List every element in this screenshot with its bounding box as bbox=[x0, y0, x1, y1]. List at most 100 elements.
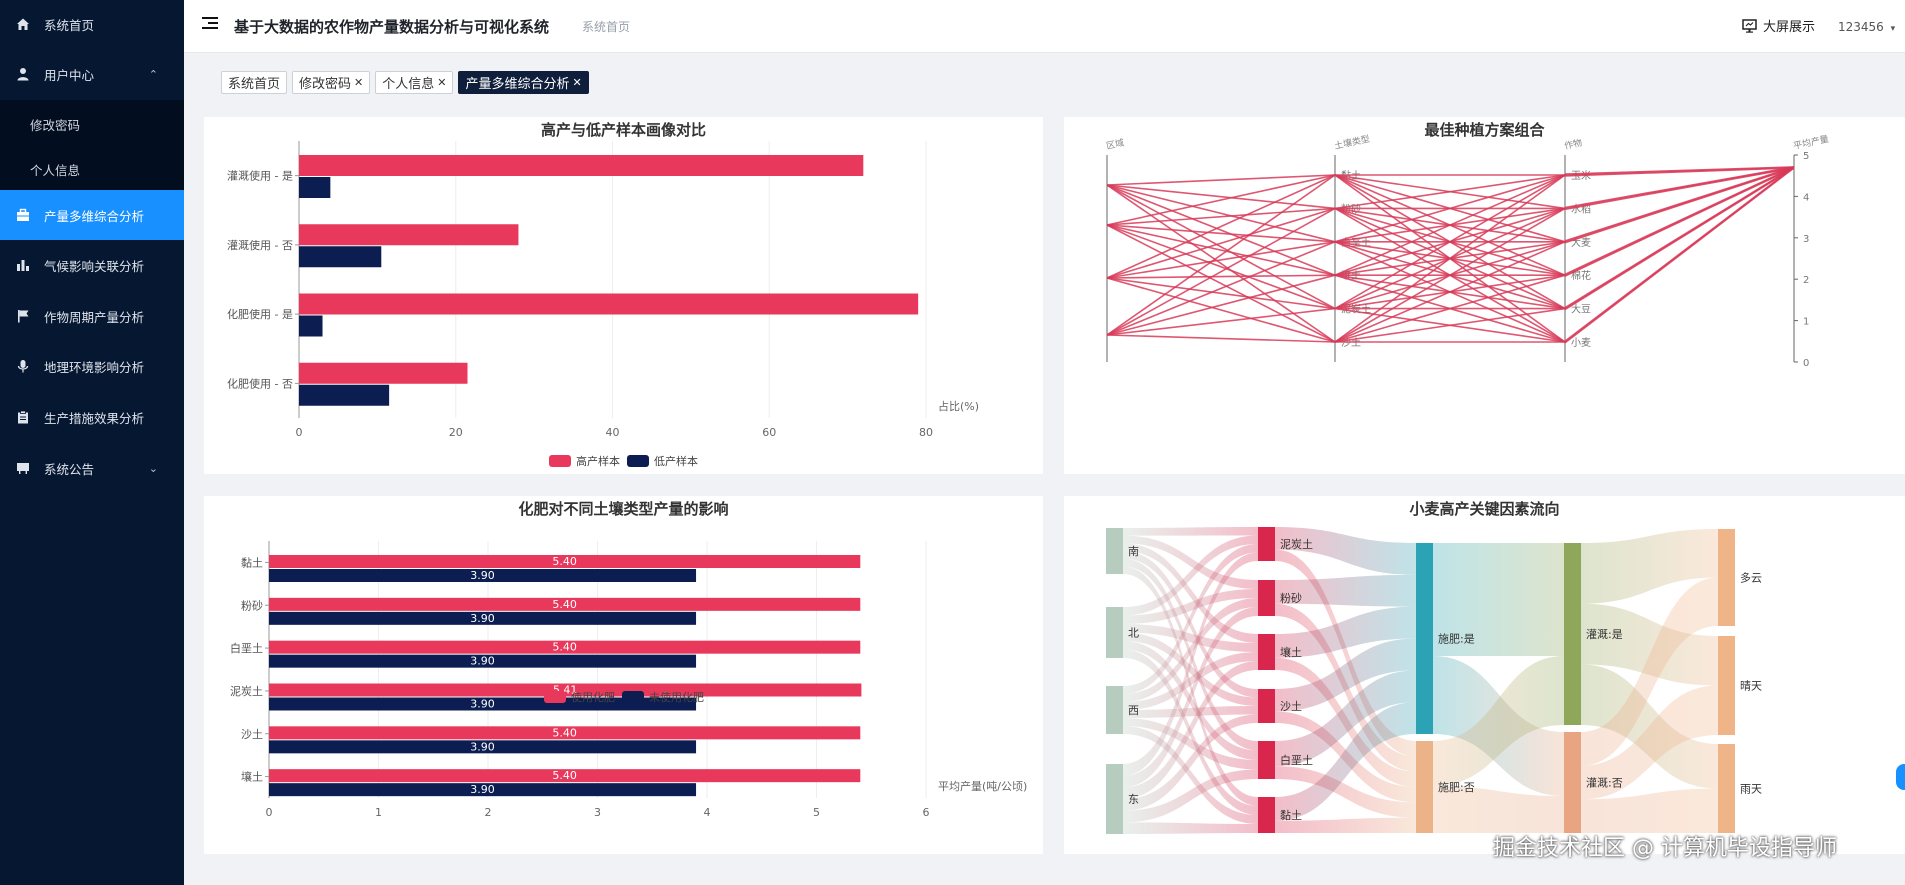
sankey-flow bbox=[1123, 589, 1258, 624]
bigscreen-button[interactable]: 大屏展示 bbox=[1742, 16, 1815, 35]
sidebar-item-home[interactable]: 系统首页 bbox=[0, 0, 184, 48]
legend-label: 未使用化肥 bbox=[649, 690, 704, 704]
sankey-flow bbox=[1123, 607, 1258, 788]
breadcrumb[interactable]: 系统首页 bbox=[582, 20, 631, 34]
legend-swatch bbox=[622, 691, 644, 703]
bar bbox=[299, 224, 519, 246]
series-line bbox=[1334, 174, 1566, 310]
y-tick-label: 壤土 bbox=[241, 770, 263, 784]
best-plan-chart: 区域 土壤类型 作物 平均产量黏土粉砂白垩土壤土泥炭土沙土玉米水稻大麦棉花大豆小麦01… bbox=[1105, 133, 1830, 369]
bar bbox=[269, 683, 862, 697]
axis-tick-label: 0 bbox=[1803, 358, 1809, 369]
chart-panel-fertilizer-effect: 化肥对不同土壤类型产量的影响 0 1 2 3 4 5 6 平均产量(吨/公顷) 黏土 5.40 3.… bbox=[204, 496, 1043, 854]
bar bbox=[299, 362, 468, 384]
tab-change-password[interactable]: 修改密码 ✕ bbox=[292, 71, 371, 94]
tab-profile[interactable]: 个人信息 ✕ bbox=[375, 71, 454, 94]
side-float-button[interactable] bbox=[1896, 764, 1905, 790]
axis-tick-label: 2 bbox=[1803, 275, 1809, 286]
series-line bbox=[1106, 174, 1336, 226]
sankey-node bbox=[1258, 580, 1275, 616]
data-label: 3.90 bbox=[470, 740, 495, 753]
fertilizer-effect-chart: 0 1 2 3 4 5 6 平均产量(吨/公顷) 黏土 5.40 3.90 粉砂 5.40 3.90 白垩土… bbox=[230, 541, 1027, 819]
user-menu[interactable]: 123456 ▾ bbox=[1838, 20, 1895, 34]
series-line bbox=[1106, 184, 1336, 243]
series-line bbox=[1334, 174, 1566, 276]
sidebar-item-geo-analysis[interactable]: 地理环境影响分析 bbox=[0, 342, 184, 390]
clipboard-icon bbox=[16, 410, 30, 424]
sankey-node-label: 灌溉:否 bbox=[1586, 777, 1623, 790]
sankey-flow bbox=[1123, 544, 1258, 694]
bar bbox=[299, 246, 382, 268]
sidebar-item-change-password[interactable]: 修改密码 bbox=[30, 118, 81, 133]
sankey-flow bbox=[1123, 598, 1258, 702]
sidebar-item-crop-cycle[interactable]: 作物周期产量分析 bbox=[0, 292, 184, 340]
sankey-flow bbox=[1581, 603, 1718, 686]
sidebar-item-climate-analysis[interactable]: 气候影响关联分析 bbox=[0, 241, 184, 289]
sankey-flow bbox=[1275, 606, 1416, 658]
x-tick-label: 80 bbox=[919, 426, 933, 439]
bar bbox=[269, 654, 697, 668]
sankey-node-label: 施肥:否 bbox=[1438, 781, 1475, 794]
series-line bbox=[1106, 174, 1336, 279]
bar bbox=[269, 769, 861, 783]
x-axis-label: 占比(%) bbox=[938, 399, 979, 413]
sidebar-item-label: 作物周期产量分析 bbox=[44, 309, 145, 325]
close-icon[interactable]: ✕ bbox=[572, 76, 582, 89]
sankey-node-label: 南 bbox=[1128, 545, 1139, 558]
sidebar-item-user-center[interactable]: 用户中心 ⌃ bbox=[0, 50, 184, 98]
x-tick-label: 40 bbox=[606, 426, 620, 439]
axis-name: 作物 bbox=[1563, 136, 1583, 151]
sidebar-item-announcements[interactable]: 系统公告 ⌄ bbox=[0, 444, 184, 492]
series-line bbox=[1334, 174, 1566, 343]
series-line bbox=[1106, 184, 1336, 343]
series-line bbox=[1334, 207, 1566, 343]
bar bbox=[299, 384, 390, 406]
monitor-icon bbox=[1742, 18, 1757, 33]
sankey-node-label: 灌溉:是 bbox=[1586, 628, 1623, 641]
axis-tick-label: 3 bbox=[1803, 234, 1809, 245]
y-tick-label: 沙土 bbox=[241, 728, 263, 741]
y-tick-label: 灌溉使用 - 否 bbox=[227, 239, 293, 252]
sidebar-item-profile[interactable]: 个人信息 bbox=[30, 163, 81, 178]
series-line bbox=[1106, 274, 1336, 336]
y-tick-label: 灌溉使用 - 是 bbox=[227, 170, 293, 183]
tab-label: 产量多维综合分析 bbox=[465, 77, 570, 92]
legend-label: 高产样本 bbox=[576, 454, 620, 468]
sidebar-item-label: 气候影响关联分析 bbox=[44, 258, 145, 274]
home-icon bbox=[16, 17, 30, 31]
sidebar-item-yield-analysis[interactable]: 产量多维综合分析 bbox=[0, 190, 184, 240]
sankey-flow bbox=[1581, 788, 1718, 833]
menu-toggle-icon[interactable] bbox=[202, 17, 218, 31]
tab-home[interactable]: 系统首页 bbox=[221, 71, 288, 94]
sankey-flow bbox=[1275, 549, 1416, 757]
axis-tick-label: 4 bbox=[1803, 192, 1809, 203]
sankey-node bbox=[1258, 741, 1275, 779]
sankey-flow bbox=[1123, 543, 1258, 643]
chevron-down-icon: ⌄ bbox=[148, 461, 158, 475]
sidebar-item-label: 用户中心 bbox=[44, 67, 95, 83]
close-icon[interactable]: ✕ bbox=[437, 76, 447, 89]
x-tick-label: 60 bbox=[762, 426, 776, 439]
series-line bbox=[1106, 184, 1336, 310]
axis-tick-label: 棉花 bbox=[1571, 269, 1591, 282]
sidebar-item-measures-analysis[interactable]: 生产措施效果分析 bbox=[0, 393, 184, 441]
bar bbox=[269, 555, 861, 568]
top-header: 基于大数据的农作物产量数据分析与可视化系统 系统首页 大屏展示 123456 ▾ bbox=[184, 0, 1905, 53]
series-line bbox=[1106, 207, 1336, 336]
tab-label: 修改密码 bbox=[299, 77, 352, 92]
series-line bbox=[1106, 224, 1336, 276]
bar bbox=[269, 611, 697, 625]
tab-yield-analysis[interactable]: 产量多维综合分析 ✕ bbox=[458, 71, 589, 94]
series-line bbox=[1106, 207, 1336, 226]
close-icon[interactable]: ✕ bbox=[354, 76, 364, 89]
x-tick-label: 4 bbox=[704, 806, 711, 819]
page-title: 基于大数据的农作物产量数据分析与可视化系统 bbox=[234, 18, 550, 36]
bar bbox=[299, 293, 919, 315]
axis-tick-label: 5 bbox=[1803, 151, 1809, 162]
sankey-flow bbox=[1123, 535, 1258, 616]
chart-panel-profile-compare: 高产与低产样本画像对比 0 20 40 60 80 占比(%) 灌溉使用 - 是灌溉使用 -… bbox=[204, 117, 1043, 474]
data-label: 3.90 bbox=[470, 783, 495, 796]
y-tick-label: 泥炭土 bbox=[230, 685, 263, 698]
sankey-flow bbox=[1123, 661, 1258, 799]
